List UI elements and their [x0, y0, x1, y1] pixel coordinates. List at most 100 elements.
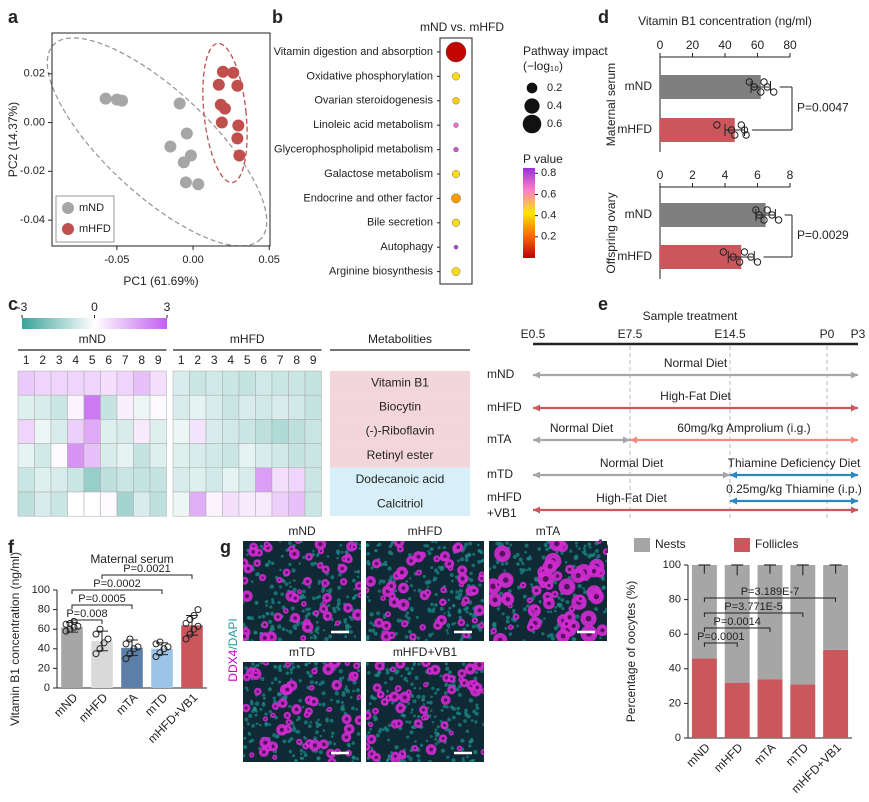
nucleus	[366, 543, 370, 547]
heatmap-cell	[271, 467, 289, 493]
data-point	[719, 248, 728, 256]
nucleus	[546, 541, 551, 544]
oocyte	[243, 558, 249, 568]
nucleus	[366, 662, 369, 666]
oocyte-nucleus	[347, 557, 351, 561]
nucleus	[434, 541, 438, 544]
nucleus	[527, 556, 532, 561]
nucleus	[410, 584, 413, 588]
oocyte-nucleus	[293, 596, 297, 600]
bar	[660, 118, 735, 142]
nucleus	[270, 681, 274, 685]
column-label: 2	[194, 353, 201, 367]
oocyte-nucleus	[564, 583, 570, 590]
nucleus	[448, 606, 452, 610]
nucleus	[443, 612, 446, 615]
oocyte-nucleus	[384, 623, 389, 628]
colorbar	[22, 318, 167, 329]
oocyte	[327, 757, 337, 762]
nucleus	[450, 746, 455, 750]
heatmap-cell	[116, 443, 134, 469]
nucleus	[288, 749, 293, 754]
nucleus	[302, 555, 306, 560]
oocyte-nucleus	[593, 594, 600, 600]
nucleus	[305, 607, 309, 612]
nucleus	[475, 706, 480, 710]
data-point	[134, 643, 142, 651]
nucleus	[465, 729, 470, 734]
data-point	[190, 611, 198, 619]
oocyte-nucleus	[502, 577, 509, 583]
panel-letter: e	[598, 294, 608, 314]
bar-segment	[790, 565, 816, 685]
nucleus	[430, 735, 433, 738]
heatmap-cell	[172, 394, 190, 420]
nucleus	[293, 626, 298, 630]
oocyte-nucleus	[396, 687, 400, 690]
bar-segment	[823, 565, 849, 650]
oocyte	[596, 541, 602, 545]
oocyte-nucleus	[398, 662, 403, 666]
nucleus	[243, 736, 247, 740]
oocyte-nucleus	[422, 716, 425, 719]
nucleus	[366, 552, 370, 556]
nucleus	[409, 606, 414, 611]
oocyte-nucleus	[292, 552, 297, 556]
oocyte-nucleus	[514, 615, 518, 618]
y-tick-label: Ovarian steroidogenesis	[314, 95, 433, 107]
nucleus	[505, 541, 509, 545]
oocyte-nucleus	[450, 677, 453, 681]
nucleus	[287, 739, 291, 743]
nucleus	[469, 738, 474, 742]
nucleus	[404, 614, 408, 618]
size-legend-label: 0.6	[547, 118, 562, 130]
data-point	[770, 88, 778, 96]
timepoint-label: E7.5	[618, 327, 643, 341]
y-tick-label: 0	[44, 682, 50, 694]
nucleus	[269, 584, 274, 589]
nucleus	[267, 560, 272, 564]
row-label: Calcitriol	[377, 496, 423, 510]
nucleus	[307, 662, 312, 665]
row-label: mTA	[487, 432, 511, 446]
heatmap-cell	[34, 370, 52, 396]
oocyte-nucleus	[450, 688, 454, 692]
nucleus	[457, 609, 462, 614]
oocyte-nucleus	[382, 597, 385, 600]
data-point	[774, 216, 783, 224]
nucleus	[537, 547, 542, 551]
nucleus	[406, 616, 411, 621]
oocyte-nucleus	[319, 564, 322, 567]
nucleus	[295, 622, 300, 627]
x-tick-label: 40	[718, 38, 732, 52]
oocyte-nucleus	[409, 559, 413, 563]
stain-part: DDX4	[226, 649, 240, 681]
nucleus	[335, 549, 341, 554]
nucleus	[299, 748, 304, 753]
nucleus	[416, 636, 421, 640]
nucleus	[289, 736, 294, 742]
y-axis-label: Percentage of oocytes (%)	[624, 581, 638, 722]
nucleus	[330, 575, 335, 580]
bubble	[451, 267, 461, 276]
oocyte-nucleus	[435, 557, 439, 561]
x-tick-label: 0	[657, 38, 664, 52]
nucleus	[373, 631, 378, 636]
nucleus	[425, 544, 430, 548]
oocyte-nucleus	[294, 707, 299, 712]
nucleus	[603, 610, 606, 614]
nucleus	[469, 578, 474, 583]
nucleus	[394, 745, 399, 750]
oocyte-nucleus	[359, 594, 361, 597]
oocyte-nucleus	[325, 596, 329, 600]
nucleus	[264, 712, 268, 716]
nucleus	[288, 629, 293, 634]
y-tick-label: 0	[675, 732, 681, 744]
heatmap-cell	[304, 467, 322, 493]
nucleus	[546, 610, 550, 613]
micrograph	[489, 541, 607, 641]
bubble	[445, 41, 467, 63]
nucleus	[355, 688, 361, 693]
chart-title: Maternal serum	[90, 552, 173, 566]
heatmap-cell	[116, 467, 134, 493]
